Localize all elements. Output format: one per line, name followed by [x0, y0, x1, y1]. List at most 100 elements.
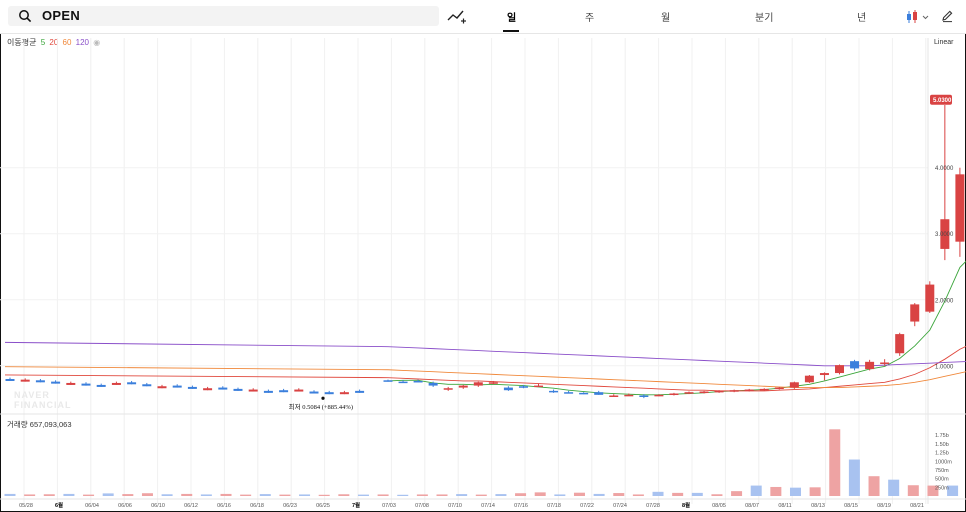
- x-tick-label: 07/14: [481, 503, 495, 509]
- candle-body: [880, 362, 890, 364]
- candle-body: [865, 361, 875, 370]
- low-marker: [321, 396, 325, 400]
- low-annotation: 최저 0.5084 (+885.44%): [289, 402, 353, 411]
- candle-body: [594, 392, 604, 395]
- candle-body: [473, 382, 483, 386]
- candle-body: [203, 388, 213, 391]
- candle-body: [5, 378, 15, 381]
- y-tick-label: 3.0000: [935, 232, 954, 238]
- candle-body: [534, 385, 543, 388]
- volume-bar: [652, 491, 664, 496]
- volume-bar: [731, 491, 743, 496]
- candle-body: [339, 392, 349, 395]
- search-icon[interactable]: [18, 9, 32, 23]
- chevron-down-icon[interactable]: [922, 15, 929, 20]
- x-tick-label: 07/03: [382, 503, 396, 509]
- candle-body: [355, 390, 365, 393]
- ma-line-120: [4, 341, 966, 367]
- x-tick-label: 07/24: [613, 503, 627, 509]
- candle-body: [804, 375, 814, 383]
- x-tick-label: 7월: [352, 501, 360, 509]
- volume-bar: [789, 487, 801, 496]
- candle-body: [20, 379, 30, 382]
- candle-body: [925, 284, 935, 312]
- tab-quarterly[interactable]: 분기: [755, 13, 774, 24]
- tab-yearly[interactable]: 년: [857, 13, 867, 24]
- ticker-search-box[interactable]: OPEN: [8, 6, 439, 26]
- volume-bar: [83, 494, 95, 496]
- ticker-symbol[interactable]: OPEN: [42, 8, 81, 23]
- volume-bar: [829, 429, 841, 496]
- candle-body: [309, 391, 319, 394]
- volume-bar: [770, 486, 782, 496]
- volume-bar: [240, 494, 252, 496]
- candle-body: [413, 380, 423, 383]
- ma-line-60: [4, 366, 966, 389]
- candle-body: [518, 386, 528, 388]
- candle-body: [835, 365, 844, 374]
- tab-weekly[interactable]: 주: [585, 13, 595, 24]
- x-tick-label: 8월: [682, 501, 690, 509]
- ma-period-120[interactable]: 120: [75, 38, 90, 47]
- volume-bar: [456, 494, 468, 496]
- candle-body: [654, 394, 664, 397]
- volume-bar: [161, 494, 173, 496]
- candle-body: [699, 391, 709, 394]
- ma-period-5[interactable]: 5: [40, 38, 46, 47]
- x-tick-label: 08/21: [910, 503, 924, 509]
- volume-bar: [711, 494, 723, 496]
- volume-tick-label: 250m: [935, 485, 949, 491]
- x-tick-label: 06/25: [316, 503, 330, 509]
- candle-body: [142, 384, 152, 387]
- line-chart-plus-icon[interactable]: [447, 7, 467, 25]
- tab-monthly[interactable]: 월: [661, 13, 671, 24]
- x-tick-label: 08/11: [778, 503, 791, 509]
- volume-bar: [927, 485, 939, 496]
- x-tick-label: 06/06: [118, 503, 132, 509]
- volume-bar: [868, 476, 880, 496]
- candle-body: [398, 381, 408, 384]
- y-tick-label: 1.0000: [935, 364, 954, 370]
- ma-visibility-icon[interactable]: ◉: [93, 38, 101, 47]
- volume-bar: [377, 494, 389, 496]
- candle-body: [248, 389, 258, 392]
- volume-tick-label: 1.50b: [935, 442, 949, 448]
- scale-toggle[interactable]: Linear: [934, 39, 954, 46]
- top-toolbar: OPEN 일 주 월 분기 년: [0, 0, 966, 34]
- candle-body: [669, 393, 679, 396]
- candle-body: [940, 219, 950, 249]
- candle-body: [789, 382, 799, 388]
- ma-period-20[interactable]: 20: [49, 38, 59, 47]
- candle-body: [127, 382, 137, 385]
- candle-body: [714, 390, 724, 393]
- volume-bar: [515, 493, 527, 496]
- volume-tick-label: 1.25b: [935, 451, 949, 457]
- x-tick-label: 06/12: [184, 503, 198, 509]
- last-price-label: 5.0300: [933, 98, 952, 104]
- volume-bar: [338, 494, 350, 496]
- ma-line-5: [387, 260, 966, 396]
- candle-body: [81, 383, 91, 386]
- pencil-icon[interactable]: [940, 9, 954, 23]
- candle-body: [774, 387, 784, 390]
- volume-bar: [534, 492, 546, 496]
- ma-period-60[interactable]: 60: [62, 38, 72, 47]
- volume-bar: [43, 494, 55, 496]
- volume-bar: [809, 487, 821, 496]
- volume-bar: [141, 493, 153, 496]
- candle-body: [458, 385, 468, 388]
- volume-bar: [475, 494, 487, 496]
- tab-daily[interactable]: 일: [507, 13, 517, 24]
- volume-bar: [593, 493, 605, 496]
- candle-body: [819, 373, 829, 376]
- moving-average-legend[interactable]: 이동평균 5 20 60 120 ◉: [7, 37, 102, 48]
- x-tick-label: 07/10: [448, 503, 462, 509]
- candle-body: [51, 381, 61, 384]
- candlestick-icon[interactable]: [905, 9, 931, 25]
- volume-bar: [299, 494, 311, 496]
- volume-bar: [318, 494, 330, 496]
- watermark-text: FINANCIAL: [14, 400, 72, 410]
- candle-body: [428, 382, 438, 386]
